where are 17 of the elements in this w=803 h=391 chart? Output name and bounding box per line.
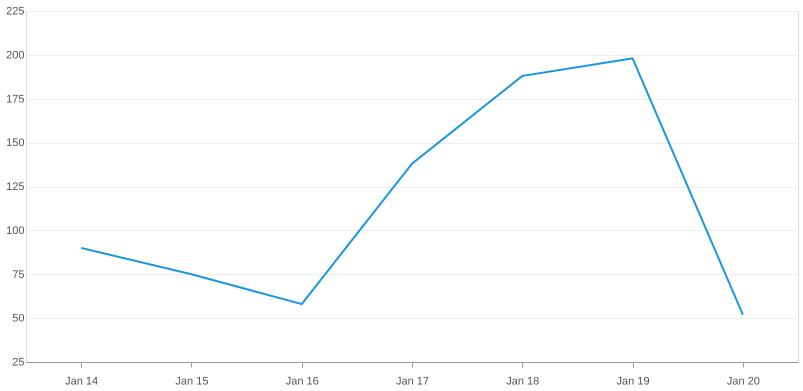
y-tick-label: 125 <box>6 181 24 193</box>
x-tick-label: Jan 15 <box>175 376 208 388</box>
line-series <box>80 57 744 316</box>
y-tick-label: 175 <box>6 93 24 106</box>
x-tick-label: Jan 20 <box>726 376 760 388</box>
y-tick-label: 50 <box>12 312 24 325</box>
y-tick-label: 25 <box>12 356 24 368</box>
y-tick-label: 150 <box>6 137 24 150</box>
x-tick-label: Jan 14 <box>65 376 98 388</box>
x-tick-label: Jan 18 <box>506 376 540 388</box>
x-tick-label: Jan 19 <box>616 376 650 388</box>
x-tick-label: Jan 16 <box>286 376 319 388</box>
x-tick-label: Jan 17 <box>396 376 430 388</box>
y-tick-label: 225 <box>6 6 24 18</box>
y-tick-label: 75 <box>12 268 24 281</box>
y-tick-label: 200 <box>6 49 24 62</box>
y-tick-label: 100 <box>6 224 24 237</box>
